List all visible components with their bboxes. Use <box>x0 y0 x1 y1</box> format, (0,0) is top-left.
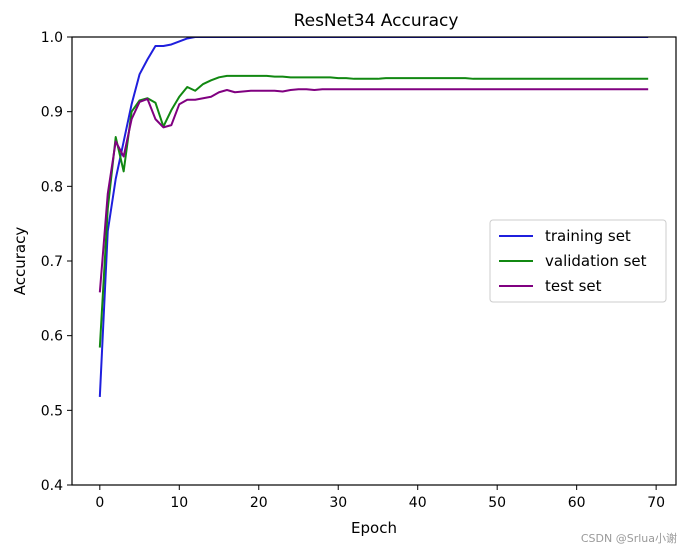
series-line-test-set <box>98 88 649 293</box>
y-tick-label: 0.8 <box>41 179 63 195</box>
x-tick-label: 60 <box>568 495 586 511</box>
y-tick-label: 0.6 <box>41 329 63 345</box>
y-tick-label: 0.7 <box>41 254 63 270</box>
x-tick-label: 0 <box>95 495 104 511</box>
x-tick-label: 40 <box>409 495 427 511</box>
x-tick-label: 20 <box>250 495 268 511</box>
x-tick-label: 10 <box>170 495 188 511</box>
y-axis: 0.4 0.5 0.6 0.7 0.8 0.9 1.0 <box>41 30 72 494</box>
x-tick-label: 70 <box>647 495 665 511</box>
chart-title: ResNet34 Accuracy <box>294 11 459 31</box>
legend: training set validation set test set <box>489 219 667 303</box>
legend-box <box>489 219 667 303</box>
series-line-validation-set <box>98 74 649 348</box>
y-tick-label: 0.5 <box>41 403 63 419</box>
y-tick-label: 1.0 <box>41 30 63 46</box>
y-tick-label: 0.9 <box>41 105 63 121</box>
plot-lines <box>98 37 649 397</box>
legend-label-training-set: training set <box>545 227 631 245</box>
series-line-training-set <box>98 37 649 397</box>
x-axis-title: Epoch <box>351 519 397 537</box>
legend-label-test-set: test set <box>545 277 602 295</box>
y-axis-title: Accuracy <box>11 227 29 296</box>
x-tick-label: 50 <box>488 495 506 511</box>
x-tick-label: 30 <box>329 495 347 511</box>
y-tick-label: 0.4 <box>41 478 63 494</box>
x-axis: 0 10 20 30 40 50 60 70 <box>95 485 665 511</box>
legend-label-validation-set: validation set <box>545 252 647 270</box>
watermark: CSDN @Srlua小谢 <box>581 531 677 545</box>
